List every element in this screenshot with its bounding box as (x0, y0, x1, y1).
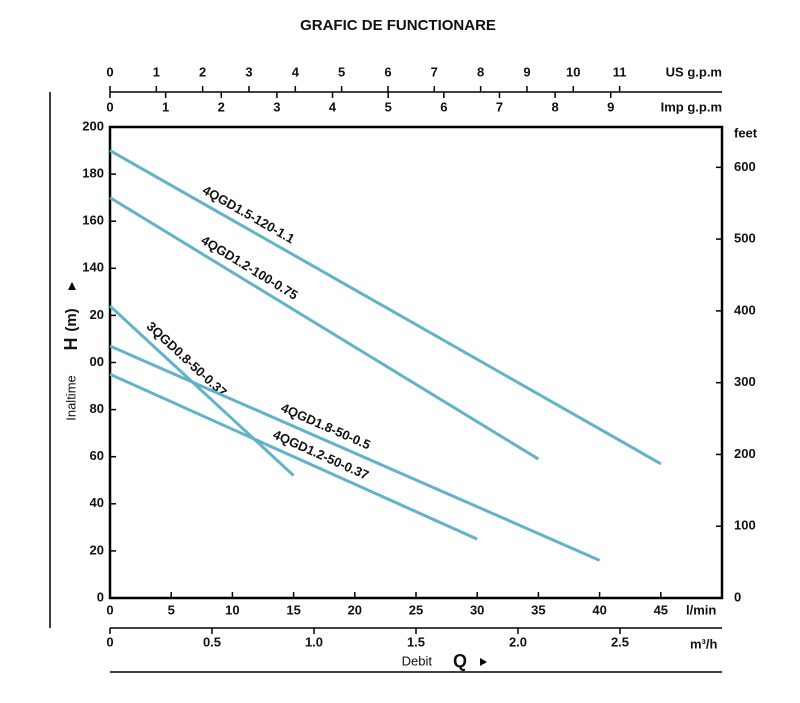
y2-tick-label: 400 (734, 302, 756, 317)
x-tick-label: 2 (199, 64, 206, 79)
arrow (480, 658, 487, 666)
x-tick-label: 20 (348, 602, 362, 617)
y-tick-label: 00 (90, 354, 104, 369)
x-tick-label: 8 (551, 99, 558, 114)
series-line (109, 149, 662, 466)
y-tick-label: 40 (90, 495, 104, 510)
x-tick-label: 5 (338, 64, 345, 79)
x-tick-label: 7 (496, 99, 503, 114)
y-unit: (m) (63, 308, 80, 331)
y-tick-label: 160 (82, 213, 104, 228)
x-tick-label: 0 (106, 99, 113, 114)
x-tick-label: 15 (286, 602, 300, 617)
x-tick-label: 9 (607, 99, 614, 114)
m3h-unit: m³/h (690, 636, 718, 651)
x-tick-label: 11 (613, 64, 627, 79)
x-tick-label: 10 (225, 602, 239, 617)
y-tick-label: 140 (82, 260, 104, 275)
x-tick-label: 3 (273, 99, 280, 114)
y2-tick-label: 200 (734, 446, 756, 461)
y-tick-label: 20 (90, 307, 104, 322)
x-tick-label: 1 (153, 64, 160, 79)
arrow (68, 282, 76, 290)
y-symbol: H (61, 338, 81, 351)
x-tick-label: 2.0 (509, 634, 527, 649)
x-tick-label: 1.5 (407, 634, 425, 649)
x-tick-label: 40 (592, 602, 606, 617)
x-tick-label: 45 (654, 602, 668, 617)
x-label: Debit (402, 653, 433, 668)
y-tick-label: 20 (90, 542, 104, 557)
y2-tick-label: 500 (734, 231, 756, 246)
x-tick-label: 8 (477, 64, 484, 79)
series-line (109, 196, 540, 461)
y-axis-title: Inaltime H (m) (61, 282, 81, 421)
x-tick-label: 1.0 (305, 634, 323, 649)
x-tick-label: 4 (329, 99, 337, 114)
x-tick-label: 6 (384, 64, 391, 79)
series-line (108, 304, 295, 477)
x-tick-label: 0 (106, 634, 113, 649)
us-unit: US g.p.m (666, 64, 722, 79)
x-tick-label: 3 (245, 64, 252, 79)
series-label-group: 3QGD0.8-50-0.37 (144, 319, 230, 400)
y2-tick-label: 600 (734, 159, 756, 174)
x-tick-label: 0 (106, 602, 113, 617)
x-tick-label: 9 (523, 64, 530, 79)
x-symbol: Q (453, 651, 467, 671)
x-tick-label: 30 (470, 602, 484, 617)
x-tick-label: 10 (566, 64, 580, 79)
y-tick-label: 60 (90, 448, 104, 463)
x-tick-label: 1 (162, 99, 169, 114)
x-tick-label: 2.5 (611, 634, 629, 649)
x-tick-label: 6 (440, 99, 447, 114)
x-tick-label: 4 (292, 64, 300, 79)
x-tick-label: 0 (106, 64, 113, 79)
x-tick-label: 5 (385, 99, 392, 114)
x-unit: l/min (686, 602, 716, 617)
chart-title: GRAFIC DE FUNCTIONARE (300, 17, 496, 34)
x-tick-label: 2 (218, 99, 225, 114)
y2-unit: feet (734, 125, 758, 140)
y-tick-label: 0 (97, 589, 104, 604)
imp-unit: Imp g.p.m (661, 99, 722, 114)
x-tick-label: 5 (168, 602, 175, 617)
y2-tick-label: 300 (734, 374, 756, 389)
series-line (109, 344, 601, 562)
y-tick-label: 200 (82, 118, 104, 133)
y-label: Inaltime (63, 375, 78, 421)
x-tick-label: 25 (409, 602, 423, 617)
series-label: 3QGD0.8-50-0.37 (144, 319, 230, 400)
y-tick-label: 180 (82, 166, 104, 181)
x-tick-label: 35 (531, 602, 545, 617)
y-tick-label: 80 (90, 401, 104, 416)
y2-tick-label: 0 (734, 589, 741, 604)
y2-tick-label: 100 (734, 518, 756, 533)
series-line (109, 372, 478, 541)
x-tick-label: 0.5 (203, 634, 221, 649)
x-tick-label: 7 (431, 64, 438, 79)
